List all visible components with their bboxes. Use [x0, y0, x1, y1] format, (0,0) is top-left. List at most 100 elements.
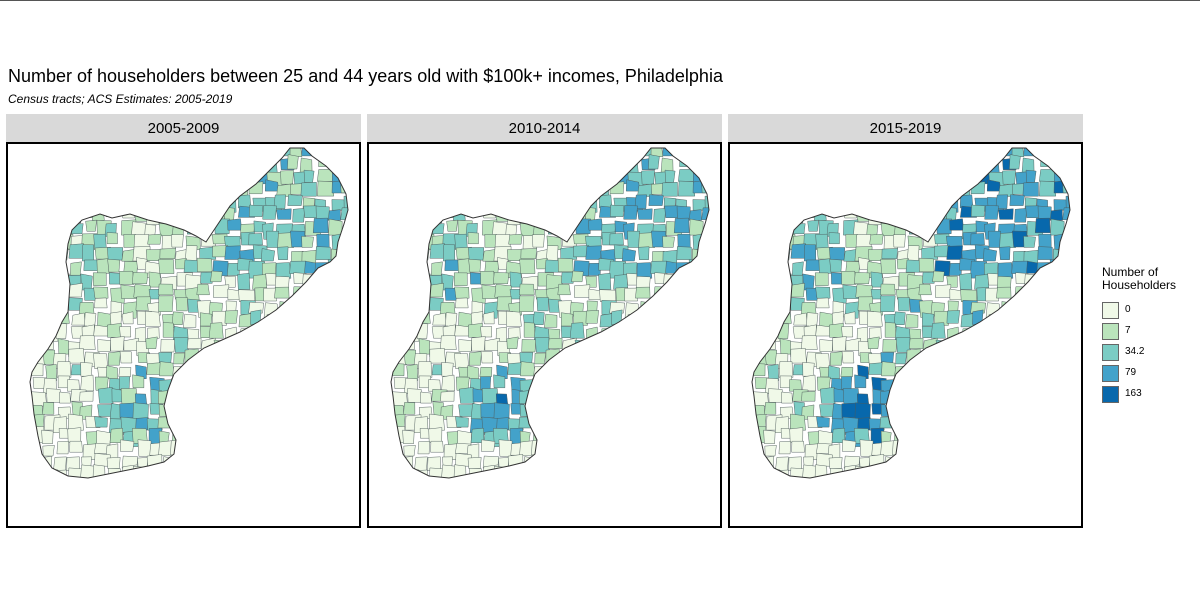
tract-shape: [636, 465, 652, 478]
tract-shape: [210, 441, 225, 452]
tract-shape: [160, 339, 176, 353]
tract-shape: [200, 337, 217, 353]
tract-shape: [414, 273, 431, 286]
tract-shape: [1067, 285, 1070, 303]
tract-shape: [957, 456, 974, 474]
tract-shape: [341, 465, 348, 478]
tract-shape: [519, 283, 535, 296]
tract-shape: [752, 349, 768, 366]
tract-shape: [586, 155, 602, 171]
tract-shape: [572, 170, 586, 186]
tract-shape: [896, 483, 912, 498]
tract-shape: [704, 155, 709, 167]
tract-shape: [201, 445, 217, 460]
tract-shape: [303, 336, 316, 349]
tract-shape: [623, 378, 637, 393]
tract-shape: [1063, 404, 1070, 418]
tract-shape: [778, 441, 791, 455]
tract-shape: [493, 374, 506, 389]
tract-shape: [957, 158, 974, 174]
tract-shape: [1038, 148, 1055, 157]
tract-shape: [404, 244, 418, 260]
tract-shape: [1076, 340, 1081, 353]
legend-swatch: [1102, 302, 1119, 319]
tract-shape: [56, 221, 69, 235]
tract-shape: [343, 233, 348, 249]
tract-shape: [869, 233, 884, 245]
tract-shape: [227, 416, 244, 433]
tract-shape: [843, 311, 856, 325]
tract-shape: [715, 401, 720, 415]
tract-shape: [958, 148, 972, 158]
tract-shape: [920, 429, 935, 443]
tract-shape: [1061, 296, 1070, 310]
tract-shape: [663, 377, 681, 393]
tract-shape: [1053, 148, 1067, 158]
tract-shape: [44, 257, 60, 271]
tract-shape: [30, 323, 44, 336]
tract-shape: [752, 170, 769, 182]
tract-shape: [827, 365, 840, 379]
map-frame: [6, 142, 361, 528]
tract-shape: [715, 428, 720, 442]
tract-shape: [120, 182, 136, 196]
tract-shape: [880, 430, 892, 443]
tract-shape: [752, 441, 763, 455]
tract-shape: [972, 326, 989, 341]
tract-shape: [158, 193, 174, 206]
tract-shape: [612, 415, 624, 431]
tract-shape: [945, 392, 959, 404]
tract-shape: [704, 223, 709, 236]
tract-shape: [340, 432, 348, 446]
tract-shape: [802, 374, 816, 392]
tract-shape: [391, 148, 393, 157]
tract-shape: [287, 194, 303, 206]
tract-shape: [228, 363, 241, 377]
tract-shape: [610, 337, 627, 353]
tract-shape: [329, 402, 346, 420]
tract-shape: [548, 148, 560, 159]
tract-shape: [791, 181, 804, 196]
tract-shape: [210, 414, 226, 428]
tract-shape: [753, 335, 770, 348]
tract-shape: [652, 311, 670, 325]
tract-shape: [531, 439, 545, 456]
tract-shape: [162, 210, 176, 225]
tract-shape: [376, 271, 390, 282]
tract-shape: [640, 349, 658, 364]
tract-shape: [279, 349, 297, 364]
tract-shape: [198, 429, 213, 443]
tract-shape: [392, 335, 409, 348]
tract-shape: [689, 218, 704, 236]
tract-shape: [790, 196, 805, 211]
tract-shape: [559, 481, 572, 493]
tract-shape: [894, 365, 908, 378]
tract-shape: [344, 415, 348, 428]
tract-shape: [663, 297, 679, 310]
tract-shape: [614, 148, 628, 158]
tract-shape: [1037, 284, 1050, 300]
tract-shape: [326, 270, 339, 289]
tract-shape: [42, 236, 58, 250]
tract-shape: [497, 154, 512, 167]
tract-shape: [958, 470, 975, 478]
tract-shape: [949, 457, 966, 470]
tract-shape: [105, 365, 118, 379]
tract-shape: [610, 442, 626, 454]
tract-shape: [56, 287, 69, 302]
facet-panel-2005-2009: 2005-2009: [6, 114, 361, 528]
tract-shape: [547, 337, 563, 349]
tract-shape: [42, 284, 57, 299]
tract-shape: [588, 457, 605, 470]
tract-shape: [1001, 349, 1019, 364]
tract-shape: [922, 467, 934, 478]
tract-shape: [650, 482, 666, 494]
tract-shape: [198, 456, 214, 469]
tract-shape: [69, 153, 84, 171]
tract-shape: [998, 456, 1013, 472]
tract-shape: [184, 444, 200, 460]
tract-shape: [1024, 464, 1041, 478]
tract-shape: [704, 456, 709, 471]
tract-shape: [791, 153, 806, 171]
tract-shape: [705, 274, 709, 292]
